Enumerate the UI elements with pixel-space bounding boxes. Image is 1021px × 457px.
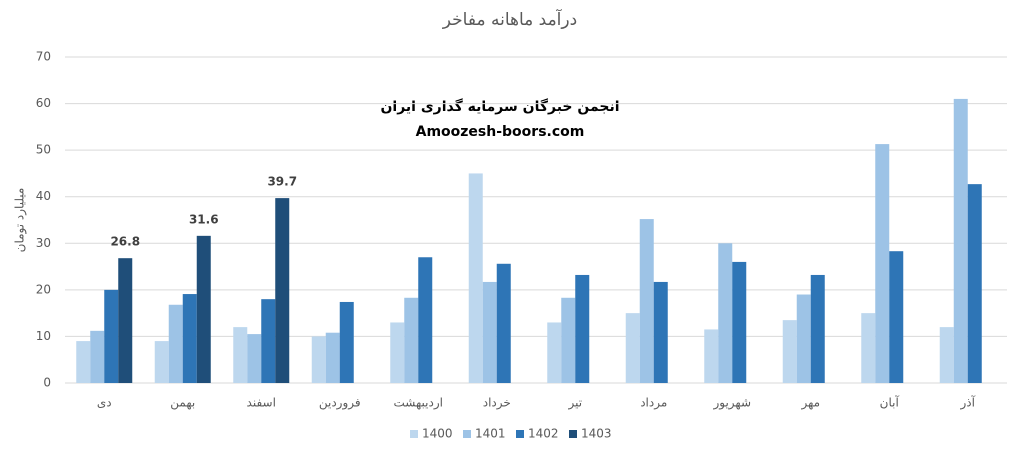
y-tick-label: 40 — [36, 189, 51, 203]
bar — [625, 313, 640, 383]
x-tick-label: بهمن — [170, 396, 195, 411]
y-tick-label: 50 — [36, 143, 51, 157]
bar — [639, 219, 654, 383]
bar — [889, 251, 904, 383]
annotation: Amoozesh-boors.com — [416, 124, 585, 140]
bar — [861, 313, 876, 383]
bar — [953, 98, 968, 384]
bar — [796, 294, 811, 383]
bar — [168, 304, 183, 383]
x-tick-label: فروردین — [319, 396, 361, 411]
data-label: 39.7 — [267, 175, 297, 189]
x-tick-label: مرداد — [640, 396, 667, 411]
bar — [311, 336, 326, 383]
bar — [468, 173, 483, 383]
bar — [90, 330, 105, 383]
bar — [782, 320, 797, 383]
x-tick-label: شهریور — [712, 396, 751, 411]
bar — [261, 299, 276, 383]
bar — [325, 332, 340, 383]
bar — [339, 301, 354, 383]
bar — [653, 281, 668, 383]
x-tick-label: تیر — [567, 396, 582, 411]
bar — [104, 289, 119, 383]
legend-label: 1403 — [581, 427, 612, 441]
bar — [196, 235, 211, 383]
bar — [810, 274, 825, 383]
x-tick-label: خرداد — [483, 396, 511, 411]
legend-swatch — [410, 430, 418, 438]
bar — [233, 327, 248, 383]
legend-label: 1400 — [422, 427, 453, 441]
legend-swatch — [569, 430, 577, 438]
data-label: 26.8 — [110, 235, 140, 249]
bar — [718, 243, 733, 383]
x-tick-label: دی — [97, 396, 112, 410]
bar — [482, 281, 497, 383]
x-tick-label: مهر — [800, 396, 820, 411]
bar — [418, 257, 433, 383]
bar — [404, 297, 419, 383]
annotation: انجمن خبرگان سرمایه گذاری ایران — [380, 98, 619, 115]
bar — [732, 261, 747, 383]
bar — [390, 322, 405, 383]
bar — [275, 198, 290, 383]
bar — [939, 327, 954, 383]
y-tick-label: 30 — [36, 236, 51, 250]
bar — [547, 322, 562, 383]
legend-label: 1402 — [528, 427, 559, 441]
y-tick-label: 10 — [36, 329, 51, 343]
legend-swatch — [463, 430, 471, 438]
x-tick-label: آذر — [960, 395, 976, 411]
x-tick-label: آبان — [880, 395, 900, 410]
bar — [967, 184, 982, 383]
x-tick-label: اسفند — [247, 396, 276, 410]
y-tick-label: 70 — [36, 50, 51, 64]
legend-label: 1401 — [475, 427, 506, 441]
chart-title: درآمد ماهانه مفاخر — [442, 8, 577, 30]
bar — [247, 334, 262, 383]
bar — [875, 144, 890, 383]
bar — [496, 263, 511, 383]
y-tick-label: 20 — [36, 282, 51, 296]
bar — [154, 341, 169, 383]
x-tick-label: اردیبهشت — [394, 396, 443, 411]
bar — [182, 294, 197, 383]
bar — [561, 297, 576, 383]
bar — [76, 341, 91, 383]
y-tick-label: 0 — [43, 376, 51, 390]
bar — [704, 329, 719, 383]
y-tick-label: 60 — [36, 96, 51, 110]
bar — [118, 258, 133, 383]
data-label: 31.6 — [189, 212, 219, 226]
legend-swatch — [516, 430, 524, 438]
bar — [575, 274, 590, 383]
y-axis-label: میلیارد تومان — [13, 188, 28, 253]
